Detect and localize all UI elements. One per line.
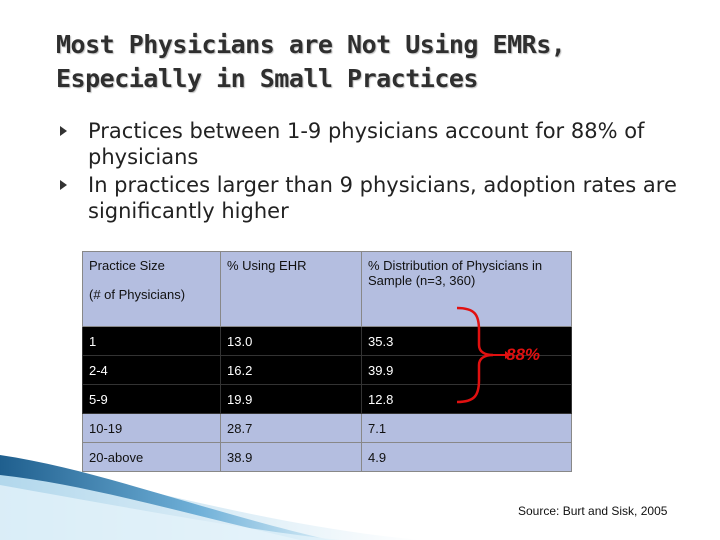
bullet-arrow-icon <box>60 180 67 190</box>
cell-dist: 4.9 <box>361 442 572 472</box>
table-row: 20-above 38.9 4.9 <box>82 442 572 472</box>
cell-ehr: 13.0 <box>220 326 362 356</box>
cell-size: 20-above <box>82 442 221 472</box>
slide-title: Most Physicians are Not Using EMRs, Espe… <box>56 30 566 93</box>
header-using-ehr: % Using EHR <box>220 251 362 327</box>
cell-ehr: 19.9 <box>220 384 362 414</box>
header-practice-size-sub: (# of Physicians) <box>89 287 186 302</box>
table-row: 1 13.0 35.3 <box>82 326 572 356</box>
table-header-row: Practice Size (# of Physicians) % Using … <box>82 251 572 327</box>
header-practice-size-label: Practice Size <box>89 258 165 273</box>
table-row: 10-19 28.7 7.1 <box>82 413 572 443</box>
percent-annotation: 88% <box>506 345 541 364</box>
cell-dist: 39.9 <box>361 355 572 385</box>
bullet-arrow-icon <box>60 126 67 136</box>
cell-size: 2-4 <box>82 355 221 385</box>
cell-dist: 35.3 <box>361 326 572 356</box>
cell-size: 5-9 <box>82 384 221 414</box>
cell-size: 1 <box>82 326 221 356</box>
cell-ehr: 28.7 <box>220 413 362 443</box>
cell-dist: 12.8 <box>361 384 572 414</box>
bullet-text: Practices between 1-9 physicians account… <box>88 119 645 169</box>
cell-dist: 7.1 <box>361 413 572 443</box>
table-row: 5-9 19.9 12.8 <box>82 384 572 414</box>
bracket-arrow-icon <box>456 306 511 404</box>
bullet-list: Practices between 1-9 physicians account… <box>60 118 680 226</box>
cell-ehr: 16.2 <box>220 355 362 385</box>
cell-size: 10-19 <box>82 413 221 443</box>
bullet-item: In practices larger than 9 physicians, a… <box>60 172 680 224</box>
cell-ehr: 38.9 <box>220 442 362 472</box>
source-citation: Source: Burt and Sisk, 2005 <box>518 504 668 518</box>
header-practice-size: Practice Size (# of Physicians) <box>82 251 221 327</box>
header-distribution: % Distribution of Physicians in Sample (… <box>361 251 572 327</box>
decorative-swoosh <box>0 455 420 540</box>
bullet-text: In practices larger than 9 physicians, a… <box>88 173 677 223</box>
practice-size-table: Practice Size (# of Physicians) % Using … <box>82 251 572 472</box>
bullet-item: Practices between 1-9 physicians account… <box>60 118 680 170</box>
